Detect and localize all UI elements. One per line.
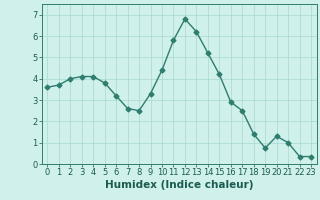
X-axis label: Humidex (Indice chaleur): Humidex (Indice chaleur) <box>105 180 253 190</box>
